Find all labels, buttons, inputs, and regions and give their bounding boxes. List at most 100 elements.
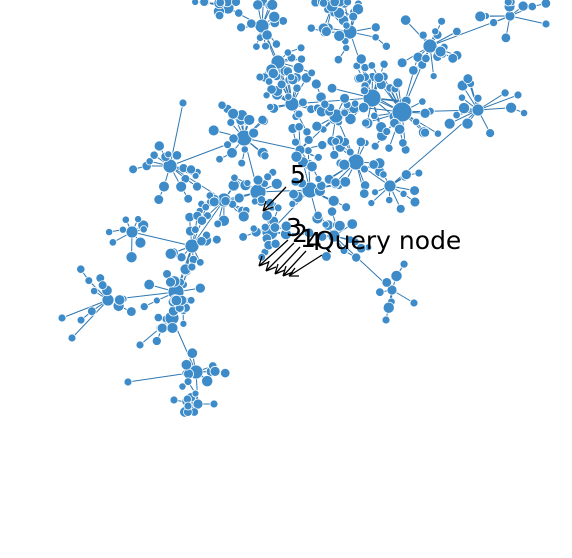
- graph-node: [231, 0, 241, 7]
- graph-node: [213, 219, 223, 229]
- graph-node: [296, 43, 306, 53]
- graph-node: [411, 117, 421, 127]
- graph-node: [118, 225, 127, 234]
- graph-node: [209, 399, 219, 409]
- graph-node: [381, 315, 391, 325]
- graph-node: [215, 0, 225, 8]
- graph-node: [505, 101, 518, 114]
- graph-node: [447, 53, 459, 64]
- graph-node: [252, 174, 264, 186]
- graph-node: [338, 158, 351, 171]
- graph-node: [422, 38, 438, 54]
- graph-node: [176, 252, 187, 263]
- graph-node: [420, 127, 431, 138]
- graph-node: [340, 108, 349, 118]
- graph-node: [370, 22, 381, 33]
- graph-node: [390, 269, 403, 283]
- graph-node: [108, 238, 118, 247]
- graph-node: [443, 117, 456, 130]
- graph-node: [192, 181, 203, 192]
- graph-node: [121, 215, 130, 224]
- graph-node: [367, 61, 377, 70]
- graph-node: [457, 93, 467, 102]
- graph-node: [226, 147, 238, 159]
- graph-node: [123, 377, 133, 387]
- graph-node: [452, 110, 461, 120]
- graph-node: [67, 333, 77, 343]
- graph-node: [283, 48, 293, 57]
- graph-node: [152, 296, 161, 305]
- graph-node: [233, 192, 245, 204]
- graph-node: [540, 0, 552, 9]
- graph-node: [327, 194, 340, 207]
- graph-node: [183, 377, 193, 386]
- graph-node: [313, 210, 323, 221]
- graph-node: [474, 10, 487, 23]
- graph-node: [196, 258, 205, 267]
- graph-node: [217, 100, 227, 110]
- graph-node: [310, 78, 322, 90]
- graph-node: [288, 199, 297, 208]
- graph-node: [418, 97, 427, 106]
- graph-node: [175, 180, 188, 193]
- graph-node: [271, 39, 282, 49]
- graph-node: [339, 92, 350, 104]
- graph-node: [192, 398, 204, 410]
- graph-node: [97, 280, 108, 291]
- graph-node: [370, 141, 380, 151]
- graph-node: [355, 243, 367, 254]
- graph-node: [503, 0, 513, 7]
- graph-node: [303, 135, 314, 145]
- graph-node: [153, 140, 165, 152]
- graph-node: [261, 209, 273, 222]
- graph-node: [153, 194, 165, 205]
- graph-node: [321, 26, 332, 37]
- arrow-to-node-5: [262, 186, 287, 212]
- graph-node: [214, 10, 225, 21]
- graph-node: [500, 88, 510, 98]
- graph-node: [382, 301, 395, 314]
- graph-node: [228, 133, 239, 144]
- label-node-3: 3: [286, 213, 302, 242]
- graph-node: [238, 232, 248, 242]
- graph-node: [330, 177, 341, 188]
- graph-node: [307, 68, 316, 78]
- graph-node: [267, 67, 279, 79]
- graph-node: [314, 175, 323, 183]
- graph-node: [357, 101, 370, 114]
- graph-node: [317, 231, 328, 242]
- graph-node: [541, 19, 551, 29]
- arrow-to-node-1: [274, 246, 301, 275]
- graph-node: [382, 127, 392, 136]
- graph-node: [379, 59, 389, 69]
- graph-node: [153, 312, 164, 323]
- label-query-node: Query node: [315, 226, 461, 255]
- graph-node: [270, 238, 281, 249]
- graph-node: [351, 3, 365, 16]
- graph-node: [519, 108, 529, 118]
- graph-node: [237, 210, 250, 223]
- graph-node: [230, 173, 239, 182]
- graph-node: [164, 150, 173, 159]
- graph-node: [201, 202, 210, 212]
- graph-node: [125, 225, 139, 239]
- graph-node: [513, 90, 523, 100]
- graph-node: [179, 319, 188, 328]
- graph-node: [171, 150, 183, 161]
- graph-node: [208, 196, 220, 208]
- graph-node: [392, 77, 404, 89]
- graph-node: [215, 154, 224, 164]
- graph-node: [294, 122, 304, 132]
- graph-node: [105, 227, 114, 237]
- graph-node: [331, 137, 341, 146]
- graph-node: [414, 168, 424, 178]
- graph-node: [284, 92, 293, 101]
- graph-node: [399, 189, 408, 198]
- graph-node: [290, 176, 301, 187]
- graph-node: [139, 225, 148, 234]
- graph-node: [191, 171, 200, 180]
- graph-node: [383, 179, 397, 193]
- graph-node: [243, 179, 252, 187]
- graph-node: [139, 302, 149, 312]
- graph-node: [264, 77, 274, 86]
